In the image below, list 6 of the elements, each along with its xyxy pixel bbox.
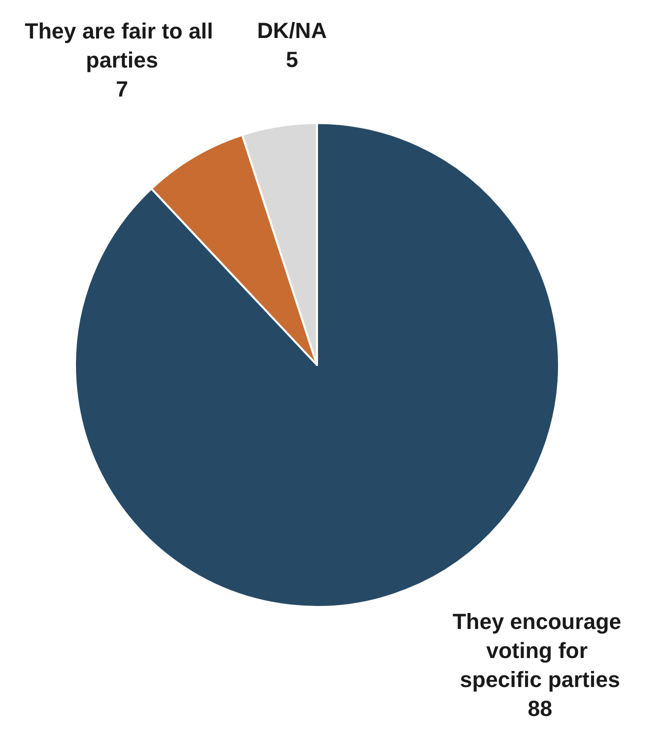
data-label: 7 — [116, 76, 128, 102]
slice-label: DK/NA — [257, 18, 327, 43]
slice-label: They are fair to all parties — [24, 18, 220, 72]
data-label: 88 — [528, 696, 552, 721]
data-label: 5 — [286, 47, 298, 72]
slice-label: They encourage voting for specific parties — [452, 609, 628, 692]
